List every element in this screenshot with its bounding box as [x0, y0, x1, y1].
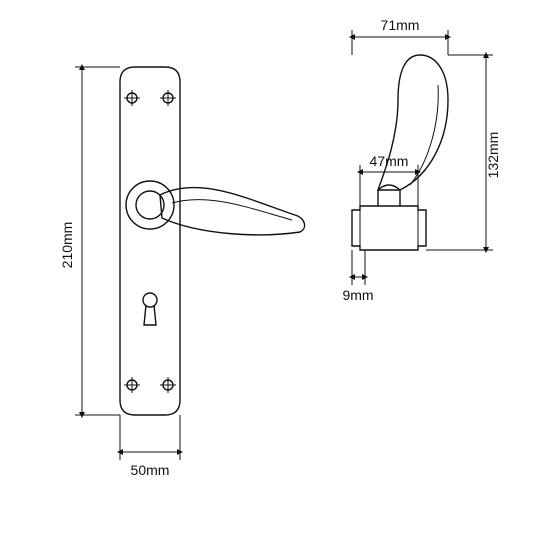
- dim-label: 71mm: [381, 17, 420, 33]
- dim-label: 47mm: [370, 153, 409, 169]
- dim-plate-width: 50mm: [120, 415, 180, 478]
- lever-side: [378, 55, 448, 190]
- dim-label: 9mm: [342, 287, 373, 303]
- front-view: [120, 67, 305, 415]
- dim-lever-width-top: 71mm: [352, 17, 448, 55]
- drawing-canvas: 210mm 50mm 71mm 132mm: [0, 0, 550, 550]
- backplate-outline: [120, 67, 180, 415]
- dim-rose-width: 47mm: [360, 153, 418, 206]
- lever-handle-front: [126, 181, 305, 235]
- dim-label: 210mm: [59, 222, 75, 269]
- keyhole: [143, 293, 157, 325]
- dim-label: 50mm: [131, 462, 170, 478]
- dim-plate-height: 210mm: [59, 67, 120, 415]
- dim-label: 132mm: [485, 132, 501, 179]
- dim-neck-width: 9mm: [342, 250, 373, 303]
- dim-lever-height: 132mm: [426, 55, 501, 250]
- lever-neck: [378, 185, 400, 206]
- rose-side: [352, 206, 426, 250]
